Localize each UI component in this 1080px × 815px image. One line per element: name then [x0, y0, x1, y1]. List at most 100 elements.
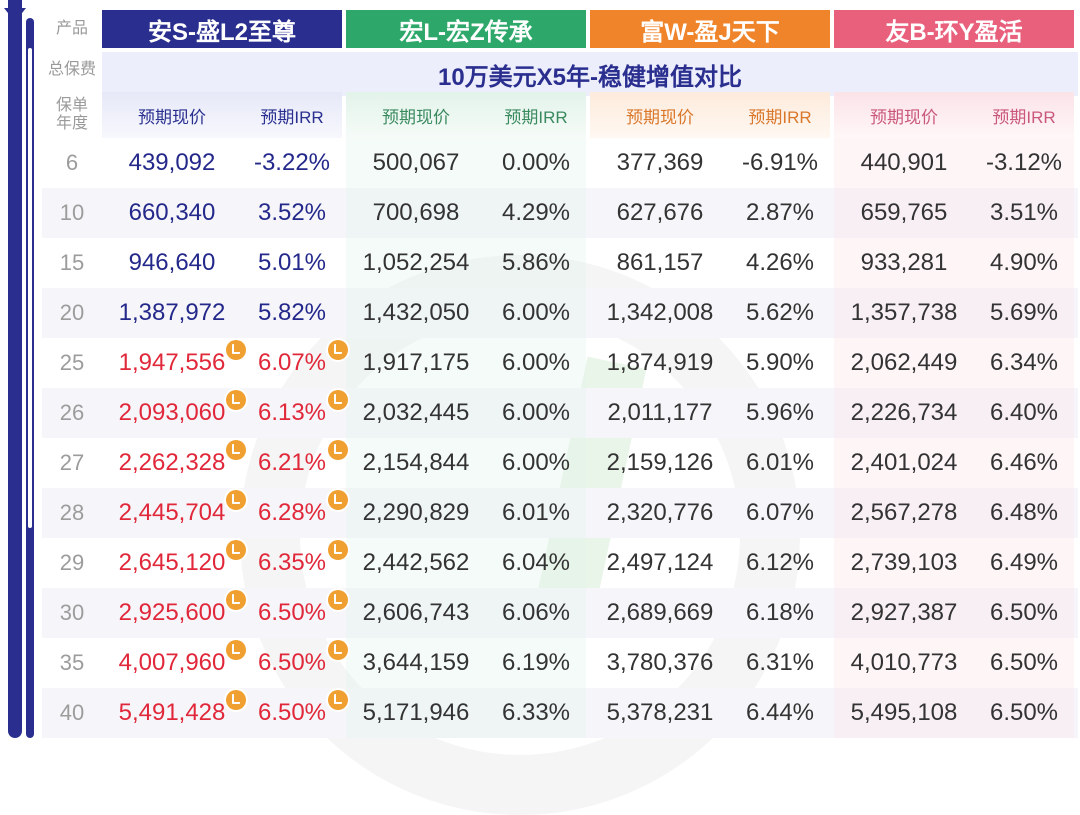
left-decorative-rail: [0, 0, 40, 738]
policy-year: 30: [59, 599, 85, 625]
cash-value-cell: 2,159,126: [590, 438, 730, 488]
subheader-irr: 预期IRR: [504, 107, 568, 127]
thumbs-up-icon: [226, 340, 246, 360]
product-4-cells: 1,357,738 5.69%: [834, 288, 1074, 338]
cash-value-text: 2,032,445: [362, 399, 470, 426]
subheader-value: 预期现价: [870, 107, 938, 127]
cash-value-cell: 2,032,445: [346, 388, 486, 438]
product-4-cells: 440,901 -3.12%: [834, 138, 1074, 188]
irr-text: 0.00%: [501, 149, 571, 176]
policy-year: 27: [59, 449, 85, 475]
product-tab-2: 宏L-宏Z传承: [346, 10, 586, 48]
product-4-cells: 933,281 4.90%: [834, 238, 1074, 288]
irr-cell: 6.50%: [242, 588, 348, 638]
cash-value-cell: 5,491,428: [102, 688, 246, 738]
irr-cell: 5.90%: [730, 338, 830, 388]
subheader-value: 预期现价: [382, 107, 450, 127]
thumbs-up-icon: [226, 440, 246, 460]
cash-value-cell: 2,154,844: [346, 438, 486, 488]
cash-value-text: 440,901: [860, 149, 948, 176]
cash-value-cell: 2,401,024: [834, 438, 974, 488]
premium-banner: 10万美元X5年-稳健增值对比: [102, 52, 1078, 96]
irr-cell: 6.44%: [730, 688, 830, 738]
irr-cell: 6.01%: [486, 488, 586, 538]
irr-text: 5.86%: [501, 249, 571, 276]
cash-value-cell: 377,369: [590, 138, 730, 188]
cash-value-cell: 500,067: [346, 138, 486, 188]
table-row: 28 2,445,704 6.28% 2,290,829 6.01% 2,320,776 6…: [42, 488, 1078, 538]
irr-cell: 6.04%: [486, 538, 586, 588]
irr-text: 6.00%: [501, 299, 571, 326]
irr-cell: 6.33%: [486, 688, 586, 738]
irr-text: 5.90%: [745, 349, 815, 376]
irr-cell: 6.48%: [974, 488, 1074, 538]
table-row: 29 2,645,120 6.35% 2,442,562 6.04% 2,497,124 6…: [42, 538, 1078, 588]
irr-text: 5.96%: [745, 399, 815, 426]
cash-value-cell: 2,320,776: [590, 488, 730, 538]
cash-value-cell: 2,093,060: [102, 388, 246, 438]
irr-cell: 6.50%: [242, 688, 348, 738]
product-4-cells: 5,495,108 6.50%: [834, 688, 1074, 738]
policy-year: 20: [59, 299, 85, 325]
thumbs-up-icon: [328, 640, 348, 660]
cash-value-cell: 2,445,704: [102, 488, 246, 538]
cash-value-cell: 2,290,829: [346, 488, 486, 538]
product-3-cells: 861,157 4.26%: [590, 238, 830, 288]
thumbs-up-icon: [328, 590, 348, 610]
irr-cell: 6.00%: [486, 288, 586, 338]
cash-value-cell: 2,927,387: [834, 588, 974, 638]
irr-cell: 6.49%: [974, 538, 1074, 588]
cash-value-text: 2,062,449: [850, 349, 958, 376]
cash-value-cell: 1,432,050: [346, 288, 486, 338]
product-4-cells: 659,765 3.51%: [834, 188, 1074, 238]
cash-value-text: 5,378,231: [606, 699, 714, 726]
irr-cell: 6.00%: [486, 388, 586, 438]
irr-text: 6.46%: [989, 449, 1059, 476]
product-1-cells: 1,387,972 5.82%: [102, 288, 342, 338]
cash-value-text: 1,917,175: [362, 349, 470, 376]
irr-text: 6.07%: [745, 499, 815, 526]
cash-value-text: 2,925,600: [118, 599, 226, 626]
cash-value-text: 1,357,738: [850, 299, 958, 326]
irr-text: 6.19%: [501, 649, 571, 676]
irr-text: 6.18%: [745, 599, 815, 626]
irr-cell: 4.29%: [486, 188, 586, 238]
irr-text: 6.28%: [257, 499, 327, 526]
cash-value-cell: 2,606,743: [346, 588, 486, 638]
cash-value-text: 1,947,556: [118, 349, 226, 376]
product-3-cells: 1,342,008 5.62%: [590, 288, 830, 338]
irr-cell: -3.12%: [974, 138, 1074, 188]
rail-cap-icon: [4, 8, 26, 22]
cash-value-cell: 2,645,120: [102, 538, 246, 588]
irr-cell: 4.26%: [730, 238, 830, 288]
premium-row: 总保费 10万美元X5年-稳健增值对比: [42, 48, 1078, 96]
subheader-p1: 预期现价 预期IRR: [102, 92, 342, 138]
product-3-cells: 2,011,177 5.96%: [590, 388, 830, 438]
thumbs-up-icon: [328, 490, 348, 510]
product-2-cells: 2,032,445 6.00%: [346, 388, 586, 438]
product-1-cells: 946,640 5.01%: [102, 238, 342, 288]
product-header-row: 产品 安S-盛L2至尊 宏L-宏Z传承 富W-盈J天下 友B-环Y盈活: [42, 10, 1078, 48]
irr-text: 6.00%: [501, 349, 571, 376]
cash-value-text: 2,320,776: [606, 499, 714, 526]
cash-value-cell: 5,171,946: [346, 688, 486, 738]
irr-cell: 6.50%: [974, 638, 1074, 688]
cash-value-cell: 660,340: [102, 188, 242, 238]
subheader-value: 预期现价: [138, 107, 206, 127]
irr-cell: 6.19%: [486, 638, 586, 688]
subheader-value: 预期现价: [626, 107, 694, 127]
product-1-cells: 660,340 3.52%: [102, 188, 342, 238]
irr-cell: 6.34%: [974, 338, 1074, 388]
cash-value-text: 2,445,704: [118, 499, 226, 526]
cash-value-text: 3,780,376: [606, 649, 714, 676]
cash-value-text: 2,401,024: [850, 449, 958, 476]
year-label: 保单 年度: [42, 92, 102, 138]
column-subheader-row: 保单 年度 预期现价 预期IRR 预期现价 预期IRR 预期现价 预期IRR 预…: [42, 92, 1078, 138]
cash-value-cell: 3,780,376: [590, 638, 730, 688]
irr-cell: 3.52%: [242, 188, 342, 238]
cash-value-text: 2,739,103: [850, 549, 958, 576]
irr-cell: 6.07%: [730, 488, 830, 538]
irr-text: 6.13%: [257, 399, 327, 426]
product-2-cells: 2,154,844 6.00%: [346, 438, 586, 488]
irr-text: -3.22%: [253, 149, 331, 176]
